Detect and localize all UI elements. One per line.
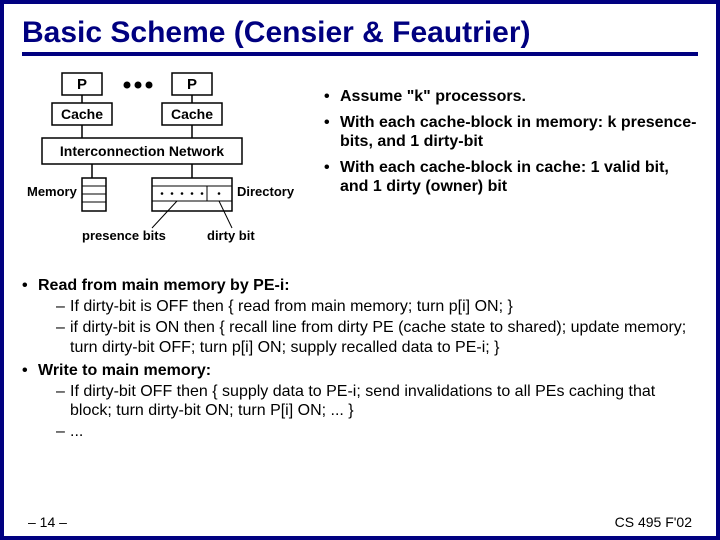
svg-text:Directory: Directory <box>237 184 295 199</box>
svg-text:Cache: Cache <box>171 106 213 122</box>
write-item: ... <box>56 422 698 441</box>
read-heading: Read from main memory by PE-i: If dirty-… <box>22 276 698 357</box>
write-item: If dirty-bit OFF then { supply data to P… <box>56 382 698 420</box>
bullet-item: With each cache-block in memory: k prese… <box>324 114 698 151</box>
assumptions-list: Assume "k" processors. With each cache-b… <box>324 88 698 204</box>
read-item: If dirty-bit is OFF then { read from mai… <box>56 297 698 316</box>
write-heading: Write to main memory: If dirty-bit OFF t… <box>22 361 698 442</box>
footer-course: CS 495 F'02 <box>615 514 692 530</box>
svg-text:Interconnection Network: Interconnection Network <box>60 143 224 159</box>
svg-text:P: P <box>187 76 197 93</box>
footer-page: – 14 – <box>28 514 67 530</box>
read-item: if dirty-bit is ON then { recall line fr… <box>56 318 698 356</box>
slide-title: Basic Scheme (Censier & Feautrier) <box>22 16 698 50</box>
svg-text:P: P <box>77 76 87 93</box>
svg-text:dirty bit: dirty bit <box>207 228 255 243</box>
protocol-notes: Read from main memory by PE-i: If dirty-… <box>22 276 698 442</box>
svg-text:Cache: Cache <box>61 106 103 122</box>
svg-text:presence bits: presence bits <box>82 228 166 243</box>
bullet-item: With each cache-block in cache: 1 valid … <box>324 159 698 196</box>
architecture-diagram: P P Cache Cache Intercon <box>22 68 312 268</box>
bullet-item: Assume "k" processors. <box>324 88 698 106</box>
svg-text:Memory: Memory <box>27 184 78 199</box>
title-underline <box>22 52 698 56</box>
